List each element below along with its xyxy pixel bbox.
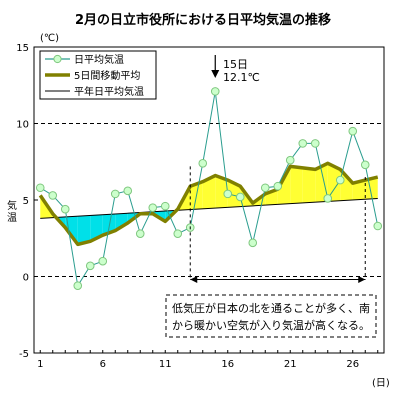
daily-temp-point xyxy=(273,181,283,191)
span-arrow-right xyxy=(358,276,366,284)
normal-temp-line xyxy=(40,197,378,219)
y-tick-label: -5 xyxy=(19,349,29,360)
deviation-fills xyxy=(40,163,378,245)
daily-temp-point xyxy=(198,158,208,168)
note-box: 低気圧が日本の北を通ることが多く、南 から暖かい空気が入り気温が高くなる。 xyxy=(165,294,377,338)
legend-marker-daily xyxy=(53,54,62,64)
peak-annotation: 15日 12.1℃ xyxy=(211,55,260,84)
peak-value-label: 12.1℃ xyxy=(223,71,260,84)
legend-label-normal: 平年日平均気温 xyxy=(74,85,144,98)
y-tick-label: 10 xyxy=(16,120,29,131)
deviation-fill xyxy=(327,163,341,202)
x-unit-label: (日) xyxy=(372,378,390,389)
x-axis-ticks: 1 6 11 16 21 26 xyxy=(37,350,379,370)
y-tick-label: 0 xyxy=(23,273,29,284)
daily-temp-point xyxy=(85,261,95,271)
daily-temp-point xyxy=(335,175,345,185)
daily-temp-point xyxy=(160,201,170,211)
note-line-2: から暖かい空気が入り気温が高くなる。 xyxy=(172,318,370,332)
daily-temp-point xyxy=(235,192,245,202)
peak-day-label: 15日 xyxy=(223,58,248,71)
daily-temp-markers xyxy=(35,87,383,290)
daily-temp-point xyxy=(60,204,70,214)
daily-temp-point xyxy=(310,139,320,148)
x-tick-label: 1 xyxy=(37,359,43,370)
deviation-fill xyxy=(290,166,303,204)
daily-temp-point xyxy=(373,221,383,231)
span-arrow-left xyxy=(190,276,198,284)
legend-label-moving-average: 5日間移動平均 xyxy=(74,69,140,82)
daily-temp-point xyxy=(48,191,58,200)
chart-title: 2月の日立市役所における日平均気温の推移 xyxy=(75,12,331,28)
daily-temp-point xyxy=(323,194,333,203)
moving-average-line xyxy=(38,161,379,247)
daily-temp-point xyxy=(110,189,120,199)
legend-label-daily: 日平均気温 xyxy=(74,53,124,66)
y-tick-label: 15 xyxy=(16,43,29,54)
deviation-fill xyxy=(202,175,216,209)
deviation-fill xyxy=(315,163,328,203)
deviation-fill xyxy=(352,180,366,200)
deviation-fill xyxy=(227,180,241,208)
y-tick-label: 5 xyxy=(23,196,29,207)
x-tick-label: 16 xyxy=(221,359,234,370)
y-axis-ticks: -5 0 5 10 15 xyxy=(16,43,38,360)
series-lines xyxy=(38,91,379,288)
daily-temp-point xyxy=(123,186,133,196)
deviation-fill xyxy=(90,214,103,242)
daily-temp-point xyxy=(348,126,358,136)
legend: 日平均気温 5日間移動平均 平年日平均気温 xyxy=(39,50,157,100)
note-frame xyxy=(165,294,377,338)
daily-temp-point xyxy=(248,238,258,248)
deviation-fill xyxy=(277,166,291,205)
deviation-fill xyxy=(115,213,128,231)
daily-temp-point xyxy=(223,189,233,199)
deviation-fill xyxy=(302,167,316,203)
x-tick-label: 11 xyxy=(159,359,172,370)
daily-temp-point xyxy=(360,160,370,170)
x-tick-label: 21 xyxy=(284,359,297,370)
deviation-fill xyxy=(215,175,228,209)
daily-temp-point xyxy=(98,256,108,266)
daily-temp-point xyxy=(298,139,308,148)
note-line-1: 低気圧が日本の北を通ることが多く、南 xyxy=(172,301,370,315)
daily-temp-point xyxy=(210,87,220,96)
x-tick-label: 26 xyxy=(346,359,359,370)
daily-temp-line xyxy=(39,91,379,288)
grid-lines xyxy=(34,123,384,277)
daily-temp-point xyxy=(173,229,183,238)
deviation-fill xyxy=(77,215,91,245)
daily-temp-point xyxy=(35,183,45,193)
peak-arrow-head xyxy=(211,70,220,78)
daily-temp-point xyxy=(285,155,295,165)
daily-temp-point xyxy=(260,183,270,193)
daily-temp-point xyxy=(135,229,145,238)
deviation-fill xyxy=(102,213,116,236)
daily-temp-point xyxy=(148,203,158,212)
y-unit-label: (℃) xyxy=(40,33,59,44)
y-axis-label: 気温 xyxy=(5,199,17,224)
x-tick-label: 6 xyxy=(100,359,106,370)
daily-temp-point xyxy=(73,281,83,290)
warm-period-span xyxy=(189,166,366,284)
